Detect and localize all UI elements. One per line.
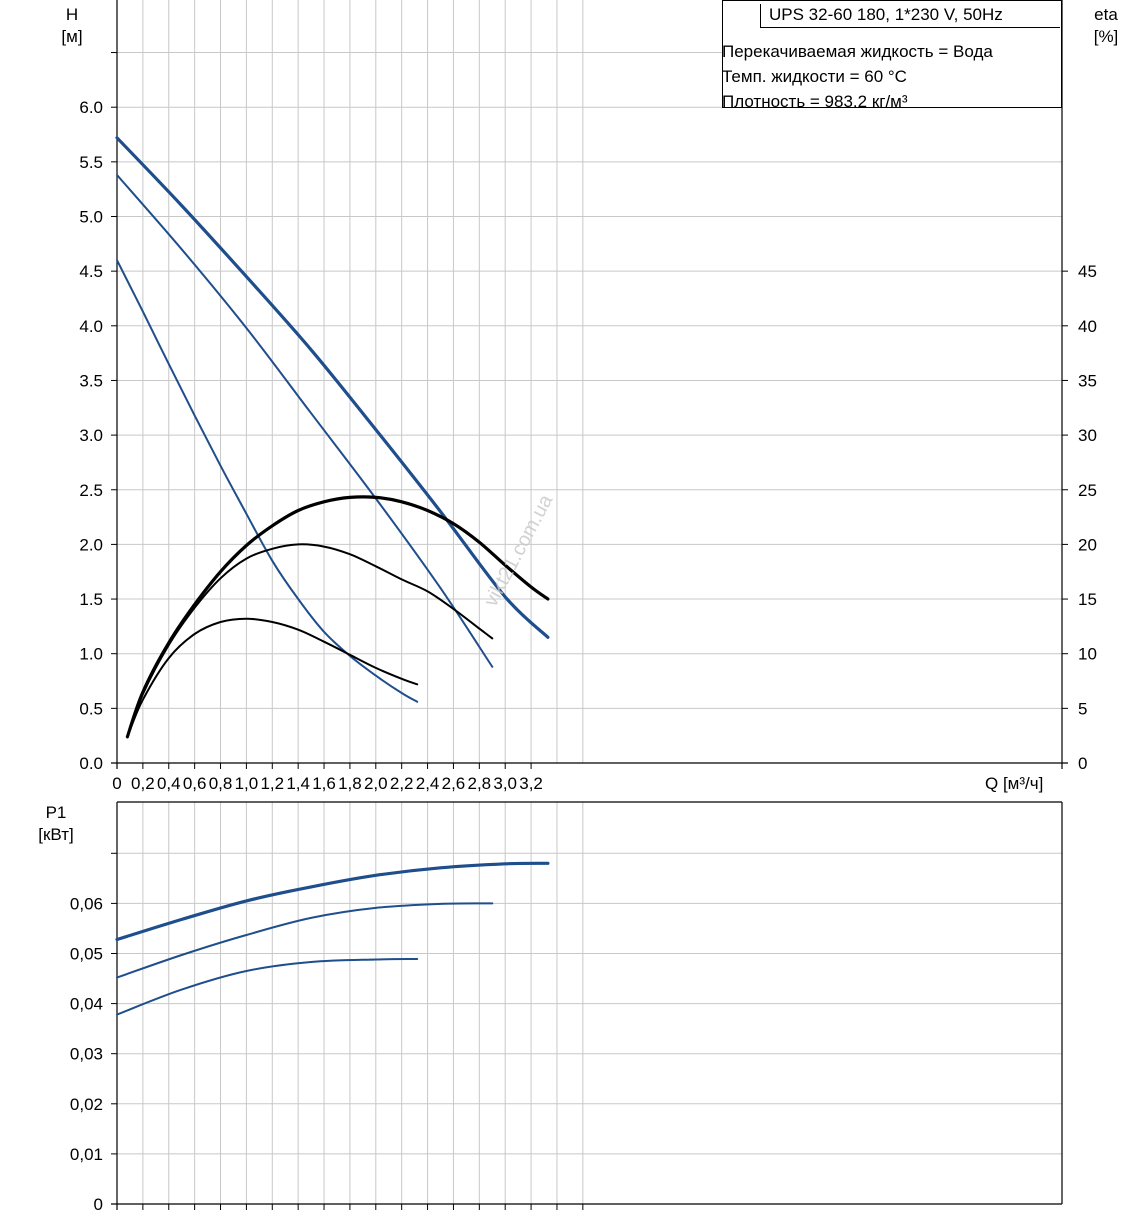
y-tick-label: 0,04 bbox=[70, 995, 103, 1014]
y-tick-label: 3.0 bbox=[79, 426, 103, 445]
y-tick-label: 3.5 bbox=[79, 371, 103, 390]
power-curve-speed-1 bbox=[116, 958, 419, 1016]
y-right-tick-label: 15 bbox=[1078, 590, 1097, 609]
x-tick-label: 2,6 bbox=[442, 774, 466, 793]
efficiency-curve-speed-3 bbox=[125, 495, 550, 739]
y-tick-label: 6.0 bbox=[79, 98, 103, 117]
pumped-liquid-text: Перекачиваемая жидкость = Вода bbox=[722, 42, 993, 61]
y-tick-label: 2.0 bbox=[79, 535, 103, 554]
x-tick-label: 3,2 bbox=[519, 774, 543, 793]
x-tick-label: 0,6 bbox=[183, 774, 207, 793]
x-tick-label: 0,2 bbox=[131, 774, 155, 793]
power-curve-speed-3 bbox=[115, 861, 550, 942]
y-right-axis-unit: [%] bbox=[1094, 27, 1119, 46]
y-right-tick-label: 35 bbox=[1078, 371, 1097, 390]
y-tick-label: 0.5 bbox=[79, 699, 103, 718]
y-right-tick-label: 25 bbox=[1078, 481, 1097, 500]
power-curve-speed-2 bbox=[116, 902, 494, 979]
power-chart-grid bbox=[117, 802, 1062, 1204]
y-tick-label: 1.0 bbox=[79, 645, 103, 664]
head-curve-speed-3 bbox=[115, 136, 550, 639]
y-tick-label: 2.5 bbox=[79, 481, 103, 500]
head-chart-axes bbox=[111, 0, 1068, 769]
liquid-temperature-text: Темп. жидкости = 60 °C bbox=[722, 67, 907, 86]
x-tick-label: 2,4 bbox=[416, 774, 440, 793]
y-right-tick-label: 40 bbox=[1078, 317, 1097, 336]
power-axis-title: P1 bbox=[46, 803, 67, 822]
x-tick-label: 1,8 bbox=[338, 774, 362, 793]
y-tick-label: 0,05 bbox=[70, 945, 103, 964]
x-tick-label: 1,6 bbox=[312, 774, 336, 793]
head-curve-speed-2 bbox=[116, 174, 494, 668]
head-eta-curves bbox=[115, 136, 550, 739]
y-tick-label: 4.5 bbox=[79, 262, 103, 281]
x-tick-label: 2,8 bbox=[467, 774, 491, 793]
efficiency-curve-speed-2 bbox=[128, 543, 494, 732]
x-tick-label: 2,2 bbox=[390, 774, 414, 793]
head-chart-grid bbox=[117, 0, 1062, 763]
x-axis-title: Q [м³/ч] bbox=[985, 774, 1043, 793]
x-tick-label: 1,4 bbox=[286, 774, 310, 793]
y-tick-label: 5.5 bbox=[79, 153, 103, 172]
power-chart-axes bbox=[111, 801, 1063, 1210]
x-tick-label: 1,2 bbox=[260, 774, 284, 793]
y-tick-label: 5.0 bbox=[79, 208, 103, 227]
y-right-tick-label: 5 bbox=[1078, 699, 1087, 718]
axis-labels: 0.0 0.5 1.0 1.5 2.0 2.5 3.0 3.5 4.0 4.5 5.0 5.5 6.0 0… bbox=[38, 5, 1118, 1214]
y-tick-label: 0.0 bbox=[79, 754, 103, 773]
y-right-axis-title: eta bbox=[1094, 5, 1118, 24]
y-tick-label: 4.0 bbox=[79, 317, 103, 336]
x-tick-label: 2,0 bbox=[364, 774, 388, 793]
y-axis-title: H bbox=[66, 5, 78, 24]
efficiency-curve-speed-1 bbox=[128, 617, 419, 732]
liquid-density-text: Плотность = 983.2 кг/м³ bbox=[722, 92, 908, 111]
x-tick-label: 0 bbox=[112, 774, 121, 793]
y-right-tick-label: 45 bbox=[1078, 262, 1097, 281]
y-tick-label: 1.5 bbox=[79, 590, 103, 609]
y-right-tick-label: 0 bbox=[1078, 754, 1087, 773]
y-tick-label: 0 bbox=[94, 1195, 103, 1214]
y-tick-label: 0,02 bbox=[70, 1095, 103, 1114]
y-tick-label: 0,01 bbox=[70, 1145, 103, 1164]
x-tick-label: 0,8 bbox=[209, 774, 233, 793]
y-right-tick-label: 10 bbox=[1078, 645, 1097, 664]
x-tick-label: 3,0 bbox=[493, 774, 517, 793]
power-axis-unit: [кВт] bbox=[38, 825, 73, 844]
head-curve-speed-1 bbox=[116, 259, 419, 703]
y-tick-label: 0,06 bbox=[70, 894, 103, 913]
y-right-tick-label: 20 bbox=[1078, 535, 1097, 554]
power-curves bbox=[115, 861, 550, 1016]
y-right-tick-label: 30 bbox=[1078, 426, 1097, 445]
y-tick-label: 0,03 bbox=[70, 1045, 103, 1064]
x-tick-label: 1,0 bbox=[235, 774, 259, 793]
pump-model-title: UPS 32-60 180, 1*230 V, 50Hz bbox=[760, 4, 1060, 28]
x-tick-label: 0,4 bbox=[157, 774, 181, 793]
y-axis-unit: [м] bbox=[61, 27, 82, 46]
